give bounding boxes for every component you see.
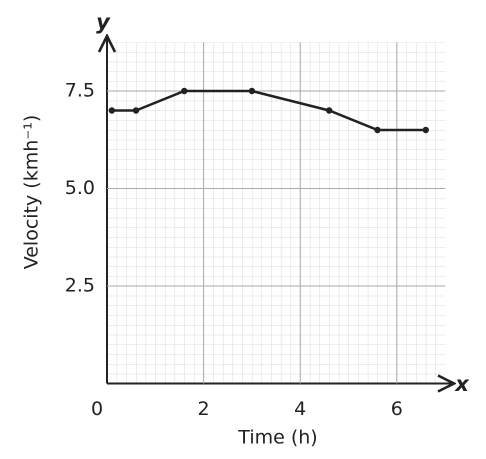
y-tick-label: 2.5 (65, 275, 95, 297)
x-tick-label: 6 (391, 398, 403, 420)
data-point (181, 87, 188, 95)
x-axis-title: Time (h) (237, 427, 317, 449)
data-point (374, 126, 381, 134)
data-point (248, 87, 256, 95)
y-axis-letter: y (96, 10, 111, 34)
minor-grid (107, 42, 446, 384)
x-tick-label: 2 (198, 398, 210, 420)
data-point (422, 126, 429, 134)
x-tick-label: 0 (91, 398, 103, 420)
data-point (132, 107, 140, 114)
data-point (325, 107, 333, 114)
data-point (108, 107, 116, 114)
y-tick-label: 5.0 (65, 177, 95, 199)
x-axis-letter: x (454, 372, 470, 396)
y-tick-label: 7.5 (65, 80, 95, 102)
x-tick-label: 4 (294, 398, 306, 420)
y-axis-title: Velocity (kmh⁻¹) (21, 115, 43, 270)
